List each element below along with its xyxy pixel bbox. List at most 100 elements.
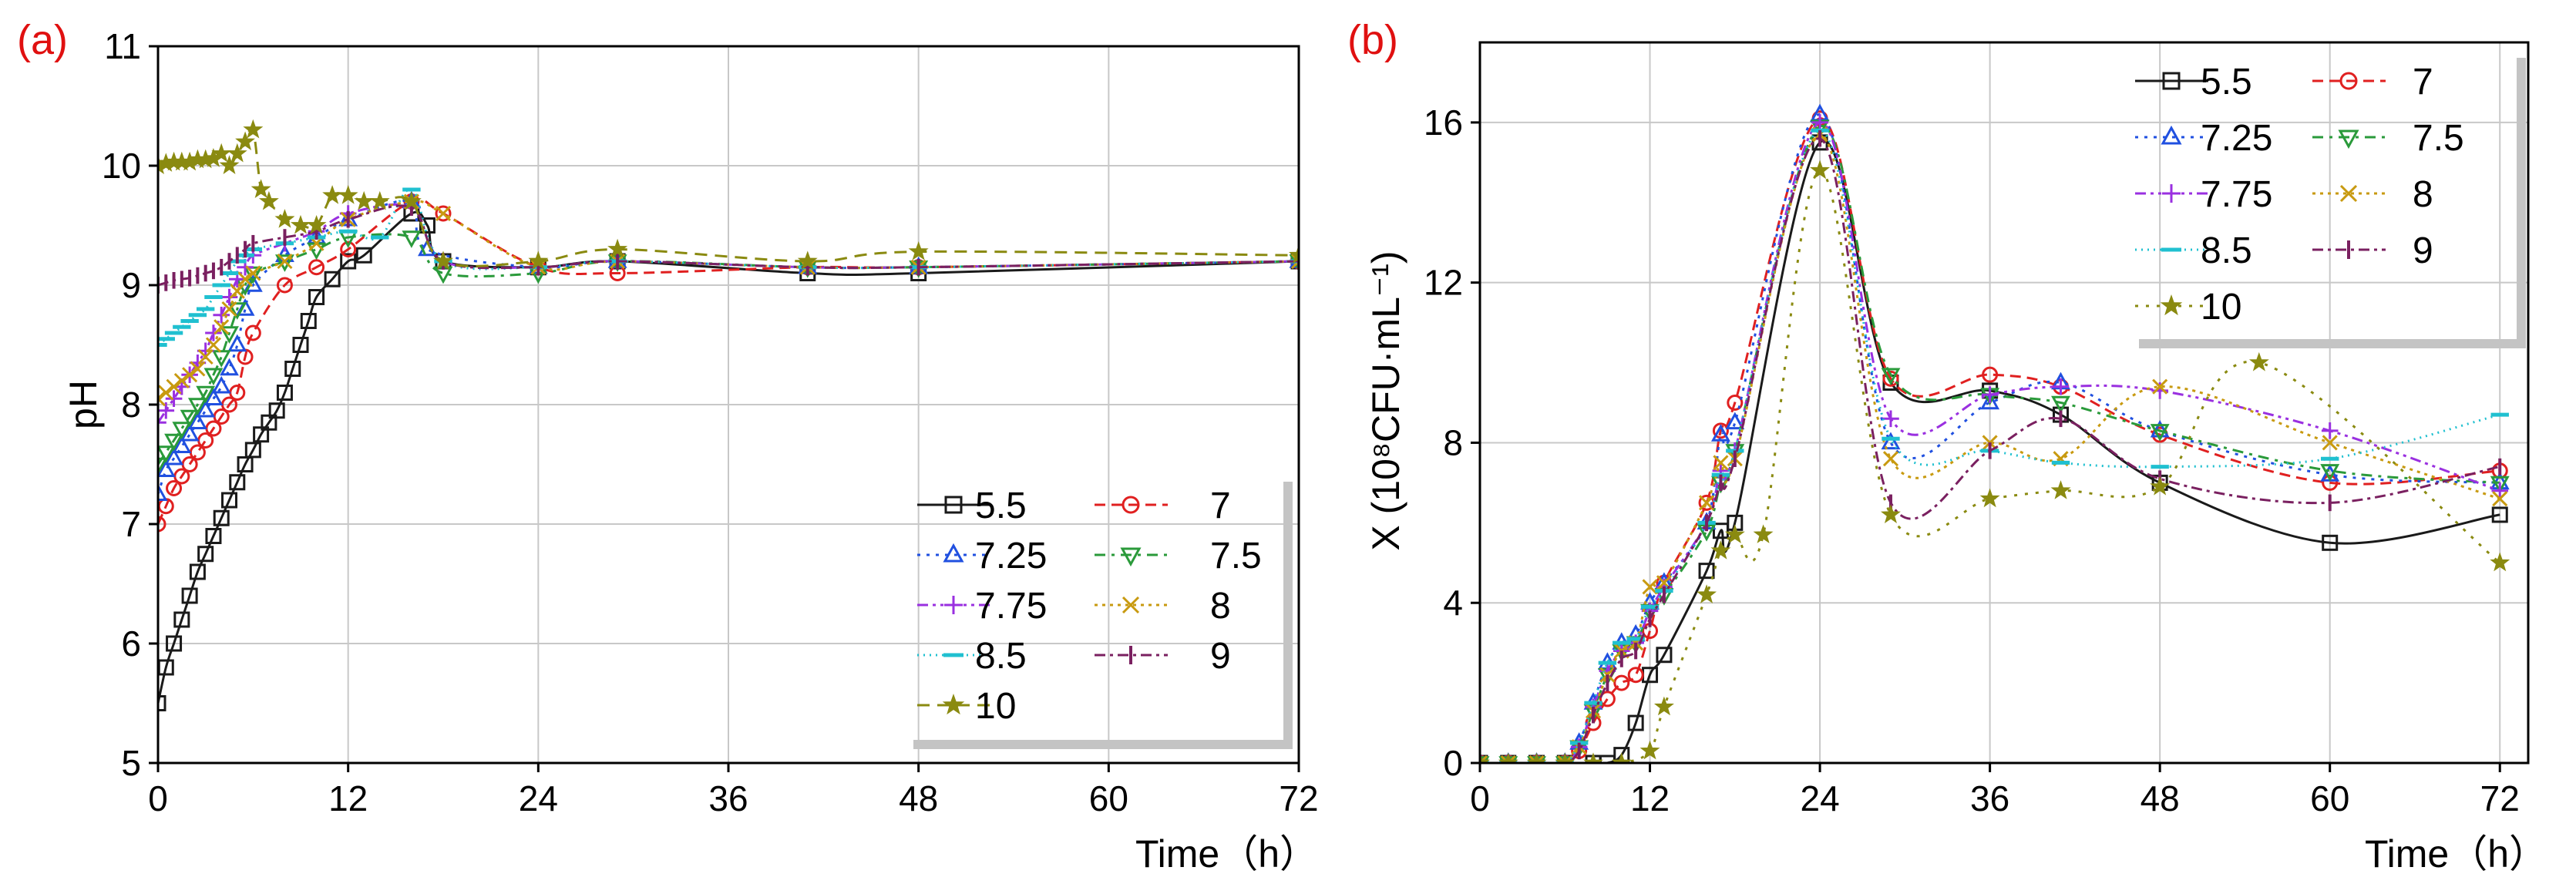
data-point xyxy=(1555,752,1576,763)
legend-label: 5.5 xyxy=(2201,62,2252,103)
legend-label: 9 xyxy=(1210,636,1231,677)
legend-item-8: 8 xyxy=(2312,174,2433,215)
data-point xyxy=(196,399,216,418)
data-point xyxy=(205,324,222,341)
legend-label: 5.5 xyxy=(975,486,1027,526)
data-point xyxy=(203,388,224,405)
data-point xyxy=(284,361,301,377)
data-point xyxy=(219,155,240,175)
data-point xyxy=(165,390,183,408)
legend-label: 8 xyxy=(1210,586,1231,627)
data-point xyxy=(211,350,231,368)
data-point xyxy=(2320,464,2340,482)
plot-frame xyxy=(1478,41,2530,765)
data-point xyxy=(180,409,200,428)
data-point xyxy=(1122,596,1140,614)
data-point xyxy=(2150,424,2170,442)
data-point xyxy=(2162,184,2181,203)
data-point xyxy=(221,492,237,509)
data-point xyxy=(2339,72,2358,90)
legend-item-7.5: 7.5 xyxy=(2312,118,2464,159)
ticks: 0 12 24 36 48 60 72 5 6 7 8 9 10 11 xyxy=(102,26,1319,818)
data-point xyxy=(158,695,166,711)
x-tick-label: 60 xyxy=(2310,778,2349,818)
data-point xyxy=(1724,524,1745,543)
x-tick-label: 36 xyxy=(1970,778,2009,818)
data-point xyxy=(197,348,214,365)
data-point xyxy=(2338,129,2359,150)
data-point xyxy=(173,372,190,389)
data-point xyxy=(164,433,183,452)
x-tick-label: 12 xyxy=(1630,778,1670,818)
data-point xyxy=(158,445,176,463)
data-point xyxy=(189,563,206,580)
x-tick-label: 48 xyxy=(2141,778,2180,818)
y-tick-label: 16 xyxy=(1424,103,1463,143)
data-point xyxy=(1656,647,1673,664)
data-point xyxy=(220,358,239,376)
data-point xyxy=(1627,714,1644,731)
data-point xyxy=(268,402,285,419)
legend-item-10: 10 xyxy=(2135,287,2241,328)
data-point xyxy=(528,250,549,270)
y-tick-label: 10 xyxy=(102,146,141,186)
data-point xyxy=(1979,488,2000,508)
data-point xyxy=(1627,667,1644,684)
data-point xyxy=(258,190,279,210)
legend-item-7.75: 7.75 xyxy=(917,586,1047,627)
data-point xyxy=(1557,755,1573,763)
x-axis-title: Time（h） xyxy=(1135,832,1318,876)
data-point xyxy=(944,596,963,614)
data-point xyxy=(908,241,929,260)
legend: 5.5 7 7.25 7.5 7.75 8 8.5 9 10 xyxy=(913,482,1293,749)
data-point xyxy=(158,457,168,476)
data-point xyxy=(172,422,192,439)
data-point xyxy=(244,324,261,341)
data-point xyxy=(1528,755,1545,763)
data-point xyxy=(1982,366,1999,383)
legend: 5.5 7 7.25 7.5 7.75 8 8.5 9 10 xyxy=(2135,58,2526,348)
data-point xyxy=(402,230,422,248)
data-point xyxy=(1882,451,1899,467)
panel-label: (b) xyxy=(1347,17,1398,63)
legend-label: 10 xyxy=(2201,287,2241,328)
data-point xyxy=(158,459,176,477)
legend-item-8: 8 xyxy=(1095,586,1231,627)
legend-shadow xyxy=(1283,482,1293,749)
data-point xyxy=(1710,540,1731,560)
data-point xyxy=(2150,419,2170,438)
legend-label: 9 xyxy=(2413,230,2433,271)
data-point xyxy=(2492,491,2508,507)
data-point xyxy=(275,254,294,272)
data-point xyxy=(196,385,216,404)
y-tick-label: 8 xyxy=(121,385,141,425)
x-tick-label: 72 xyxy=(2480,778,2520,818)
legend-item-10: 10 xyxy=(917,686,1016,727)
x-tick-label: 48 xyxy=(899,778,938,818)
data-point xyxy=(203,368,224,386)
data-point xyxy=(1882,370,1899,387)
data-point xyxy=(229,474,246,491)
legend-label: 7.5 xyxy=(1210,536,1262,576)
data-point xyxy=(1981,386,1999,403)
x-tick-label: 72 xyxy=(1279,778,1318,818)
data-point xyxy=(158,516,166,533)
data-point xyxy=(2322,534,2339,551)
data-point xyxy=(213,509,230,526)
data-point xyxy=(324,271,341,287)
y-tick-label: 12 xyxy=(1424,263,1463,303)
data-point xyxy=(435,205,452,222)
data-point xyxy=(1500,755,1516,763)
data-point xyxy=(369,190,390,210)
legend-item-8.5: 8.5 xyxy=(2135,230,2252,271)
y-axis-title: pH xyxy=(62,380,105,429)
data-point xyxy=(274,209,295,228)
data-point xyxy=(276,385,293,401)
data-point xyxy=(1712,422,1729,439)
data-point xyxy=(1713,455,1729,471)
data-point xyxy=(1698,563,1715,580)
data-point xyxy=(2052,378,2070,395)
series-line-9 xyxy=(1480,137,2500,763)
